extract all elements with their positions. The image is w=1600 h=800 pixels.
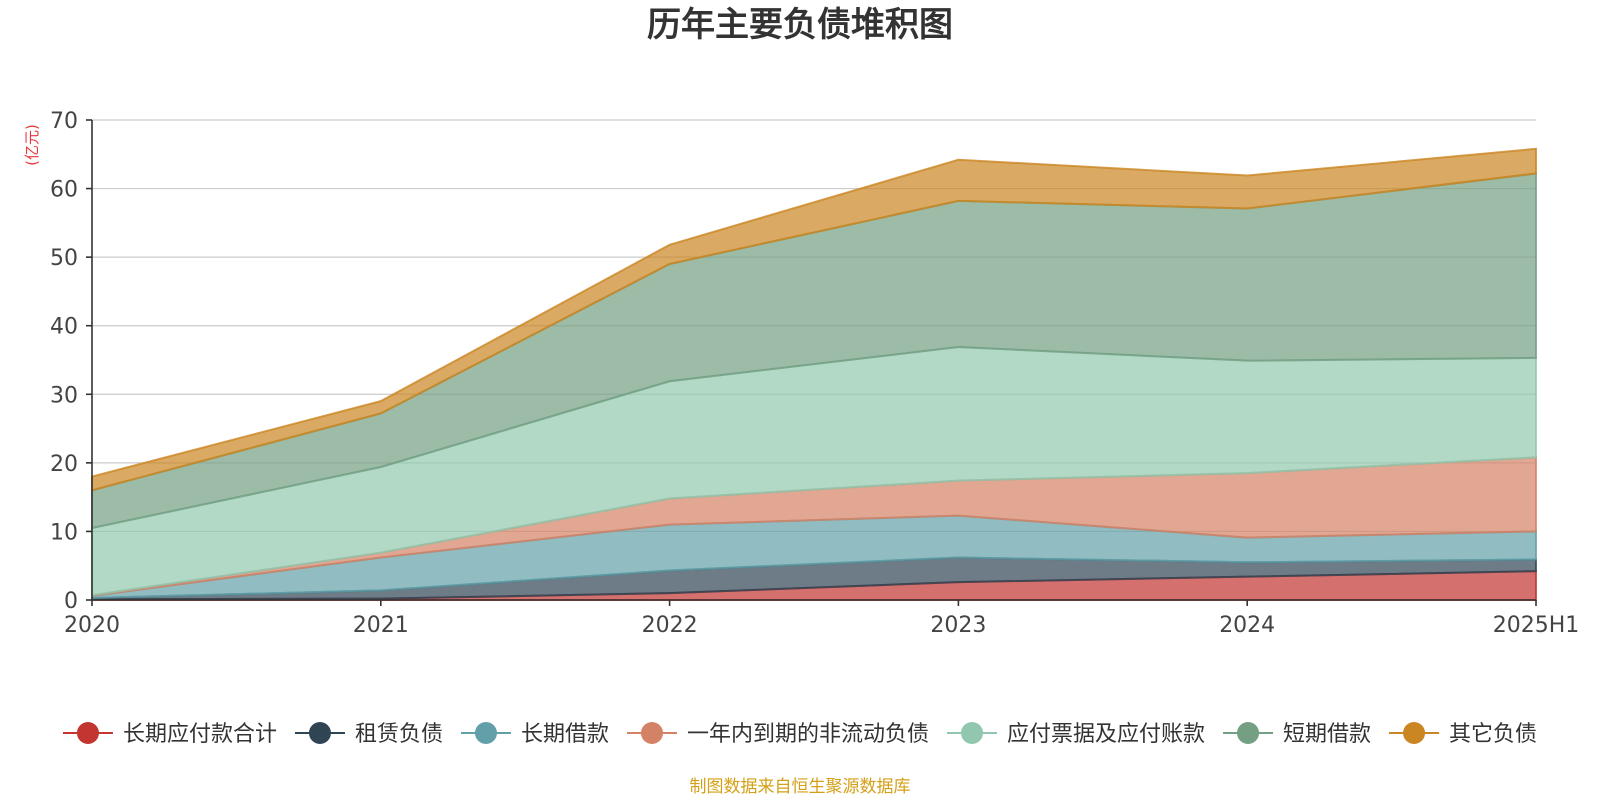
- y-tick-label: 30: [50, 383, 78, 408]
- legend-marker-icon: [474, 722, 497, 744]
- x-tick-label: 2025H1: [1493, 613, 1580, 638]
- legend-label: 应付票据及应付账款: [1007, 722, 1205, 747]
- chart-title: 历年主要负债堆积图: [647, 5, 953, 45]
- axes: 2020 2021 2022 2023 2024 2025H1: [64, 119, 1580, 638]
- legend-marker-icon: [308, 722, 331, 744]
- legend-marker-icon: [640, 722, 663, 744]
- y-tick-label: 50: [50, 246, 78, 271]
- source-note: 制图数据来自恒生聚源数据库: [690, 777, 911, 797]
- x-tick-label: 2024: [1219, 613, 1275, 638]
- area-series-7[interactable]: [91, 147, 1537, 492]
- y-tick-label: 20: [50, 452, 78, 477]
- legend-label: 短期借款: [1283, 722, 1371, 747]
- legend-marker-icon: [961, 722, 984, 744]
- legend-marker-icon: [1403, 722, 1426, 744]
- legend-label: 长期借款: [521, 722, 609, 747]
- legend-item-6[interactable]: 短期借款: [1223, 722, 1371, 747]
- legend-item-2[interactable]: 租赁负债: [294, 722, 443, 747]
- y-tick-label: 40: [50, 315, 78, 340]
- x-tick-label: 2022: [642, 613, 698, 638]
- y-tick-label: 70: [50, 109, 78, 134]
- legend-item-7[interactable]: 其它负债: [1389, 722, 1537, 747]
- area-series-group: [91, 147, 1537, 601]
- legend-item-1[interactable]: 长期应付款合计: [62, 722, 277, 747]
- x-tick-label: 2023: [930, 613, 986, 638]
- legend-item-5[interactable]: 应付票据及应付账款: [947, 722, 1205, 747]
- x-tick-label: 2020: [64, 613, 120, 638]
- y-axis-unit: (亿元): [23, 124, 41, 166]
- legend-label: 一年内到期的非流动负债: [687, 722, 929, 747]
- legend-marker-icon: [1237, 722, 1260, 744]
- y-tick-label: 60: [50, 178, 78, 203]
- x-tick-label: 2021: [353, 613, 409, 638]
- y-tick-label: 0: [64, 589, 78, 614]
- legend-label: 租赁负债: [355, 722, 443, 747]
- legend-label: 其它负债: [1449, 722, 1537, 747]
- legend-label: 长期应付款合计: [123, 722, 277, 747]
- legend-marker-icon: [76, 722, 99, 744]
- legend[interactable]: 长期应付款合计 租赁负债 长期借款 一年内到期的非流动负债 应付票据及应付账款 短期借款 其…: [62, 722, 1537, 747]
- y-tick-label: 10: [50, 520, 78, 545]
- legend-item-3[interactable]: 长期借款: [460, 722, 609, 747]
- legend-item-4[interactable]: 一年内到期的非流动负债: [626, 722, 929, 747]
